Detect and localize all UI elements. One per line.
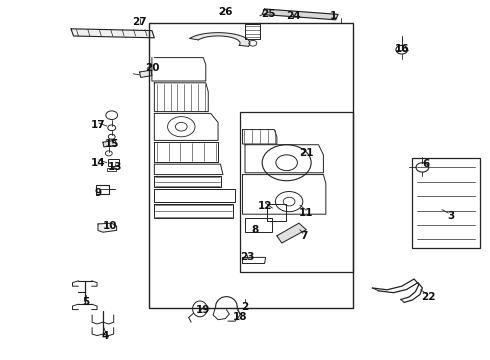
- Text: 4: 4: [101, 330, 109, 341]
- Polygon shape: [103, 140, 117, 147]
- Text: 10: 10: [103, 221, 118, 231]
- Text: 6: 6: [423, 159, 430, 169]
- Text: 7: 7: [300, 231, 308, 241]
- Text: 11: 11: [299, 208, 314, 218]
- Bar: [245, 218, 272, 232]
- Text: 12: 12: [257, 201, 272, 211]
- Bar: [107, 168, 116, 171]
- Text: 22: 22: [421, 292, 436, 302]
- Text: 27: 27: [132, 17, 147, 27]
- Bar: [412, 158, 480, 248]
- Polygon shape: [262, 9, 338, 20]
- Text: 13: 13: [108, 162, 122, 172]
- Text: 2: 2: [242, 302, 248, 312]
- Polygon shape: [98, 223, 117, 232]
- Text: 25: 25: [261, 9, 276, 19]
- Bar: [108, 159, 119, 166]
- Polygon shape: [190, 33, 250, 46]
- Text: 8: 8: [251, 225, 258, 235]
- Text: 21: 21: [299, 148, 314, 158]
- Text: 24: 24: [286, 11, 300, 21]
- Text: 1: 1: [330, 11, 337, 21]
- Bar: [149, 23, 353, 308]
- Bar: [245, 24, 260, 39]
- Text: 15: 15: [104, 139, 119, 149]
- Text: 19: 19: [196, 305, 211, 315]
- Text: 14: 14: [91, 158, 105, 168]
- Text: 17: 17: [91, 120, 105, 130]
- Polygon shape: [277, 223, 306, 243]
- Text: 20: 20: [145, 63, 159, 73]
- Text: 18: 18: [233, 312, 247, 322]
- Polygon shape: [71, 29, 154, 38]
- Text: 26: 26: [218, 6, 233, 17]
- Bar: [267, 204, 286, 221]
- Bar: [240, 112, 353, 272]
- Polygon shape: [140, 70, 152, 77]
- Text: 23: 23: [240, 252, 255, 262]
- Text: 5: 5: [82, 297, 89, 307]
- Bar: [96, 185, 109, 194]
- Text: 16: 16: [394, 44, 409, 54]
- Text: 9: 9: [95, 188, 101, 198]
- Text: 3: 3: [447, 211, 454, 221]
